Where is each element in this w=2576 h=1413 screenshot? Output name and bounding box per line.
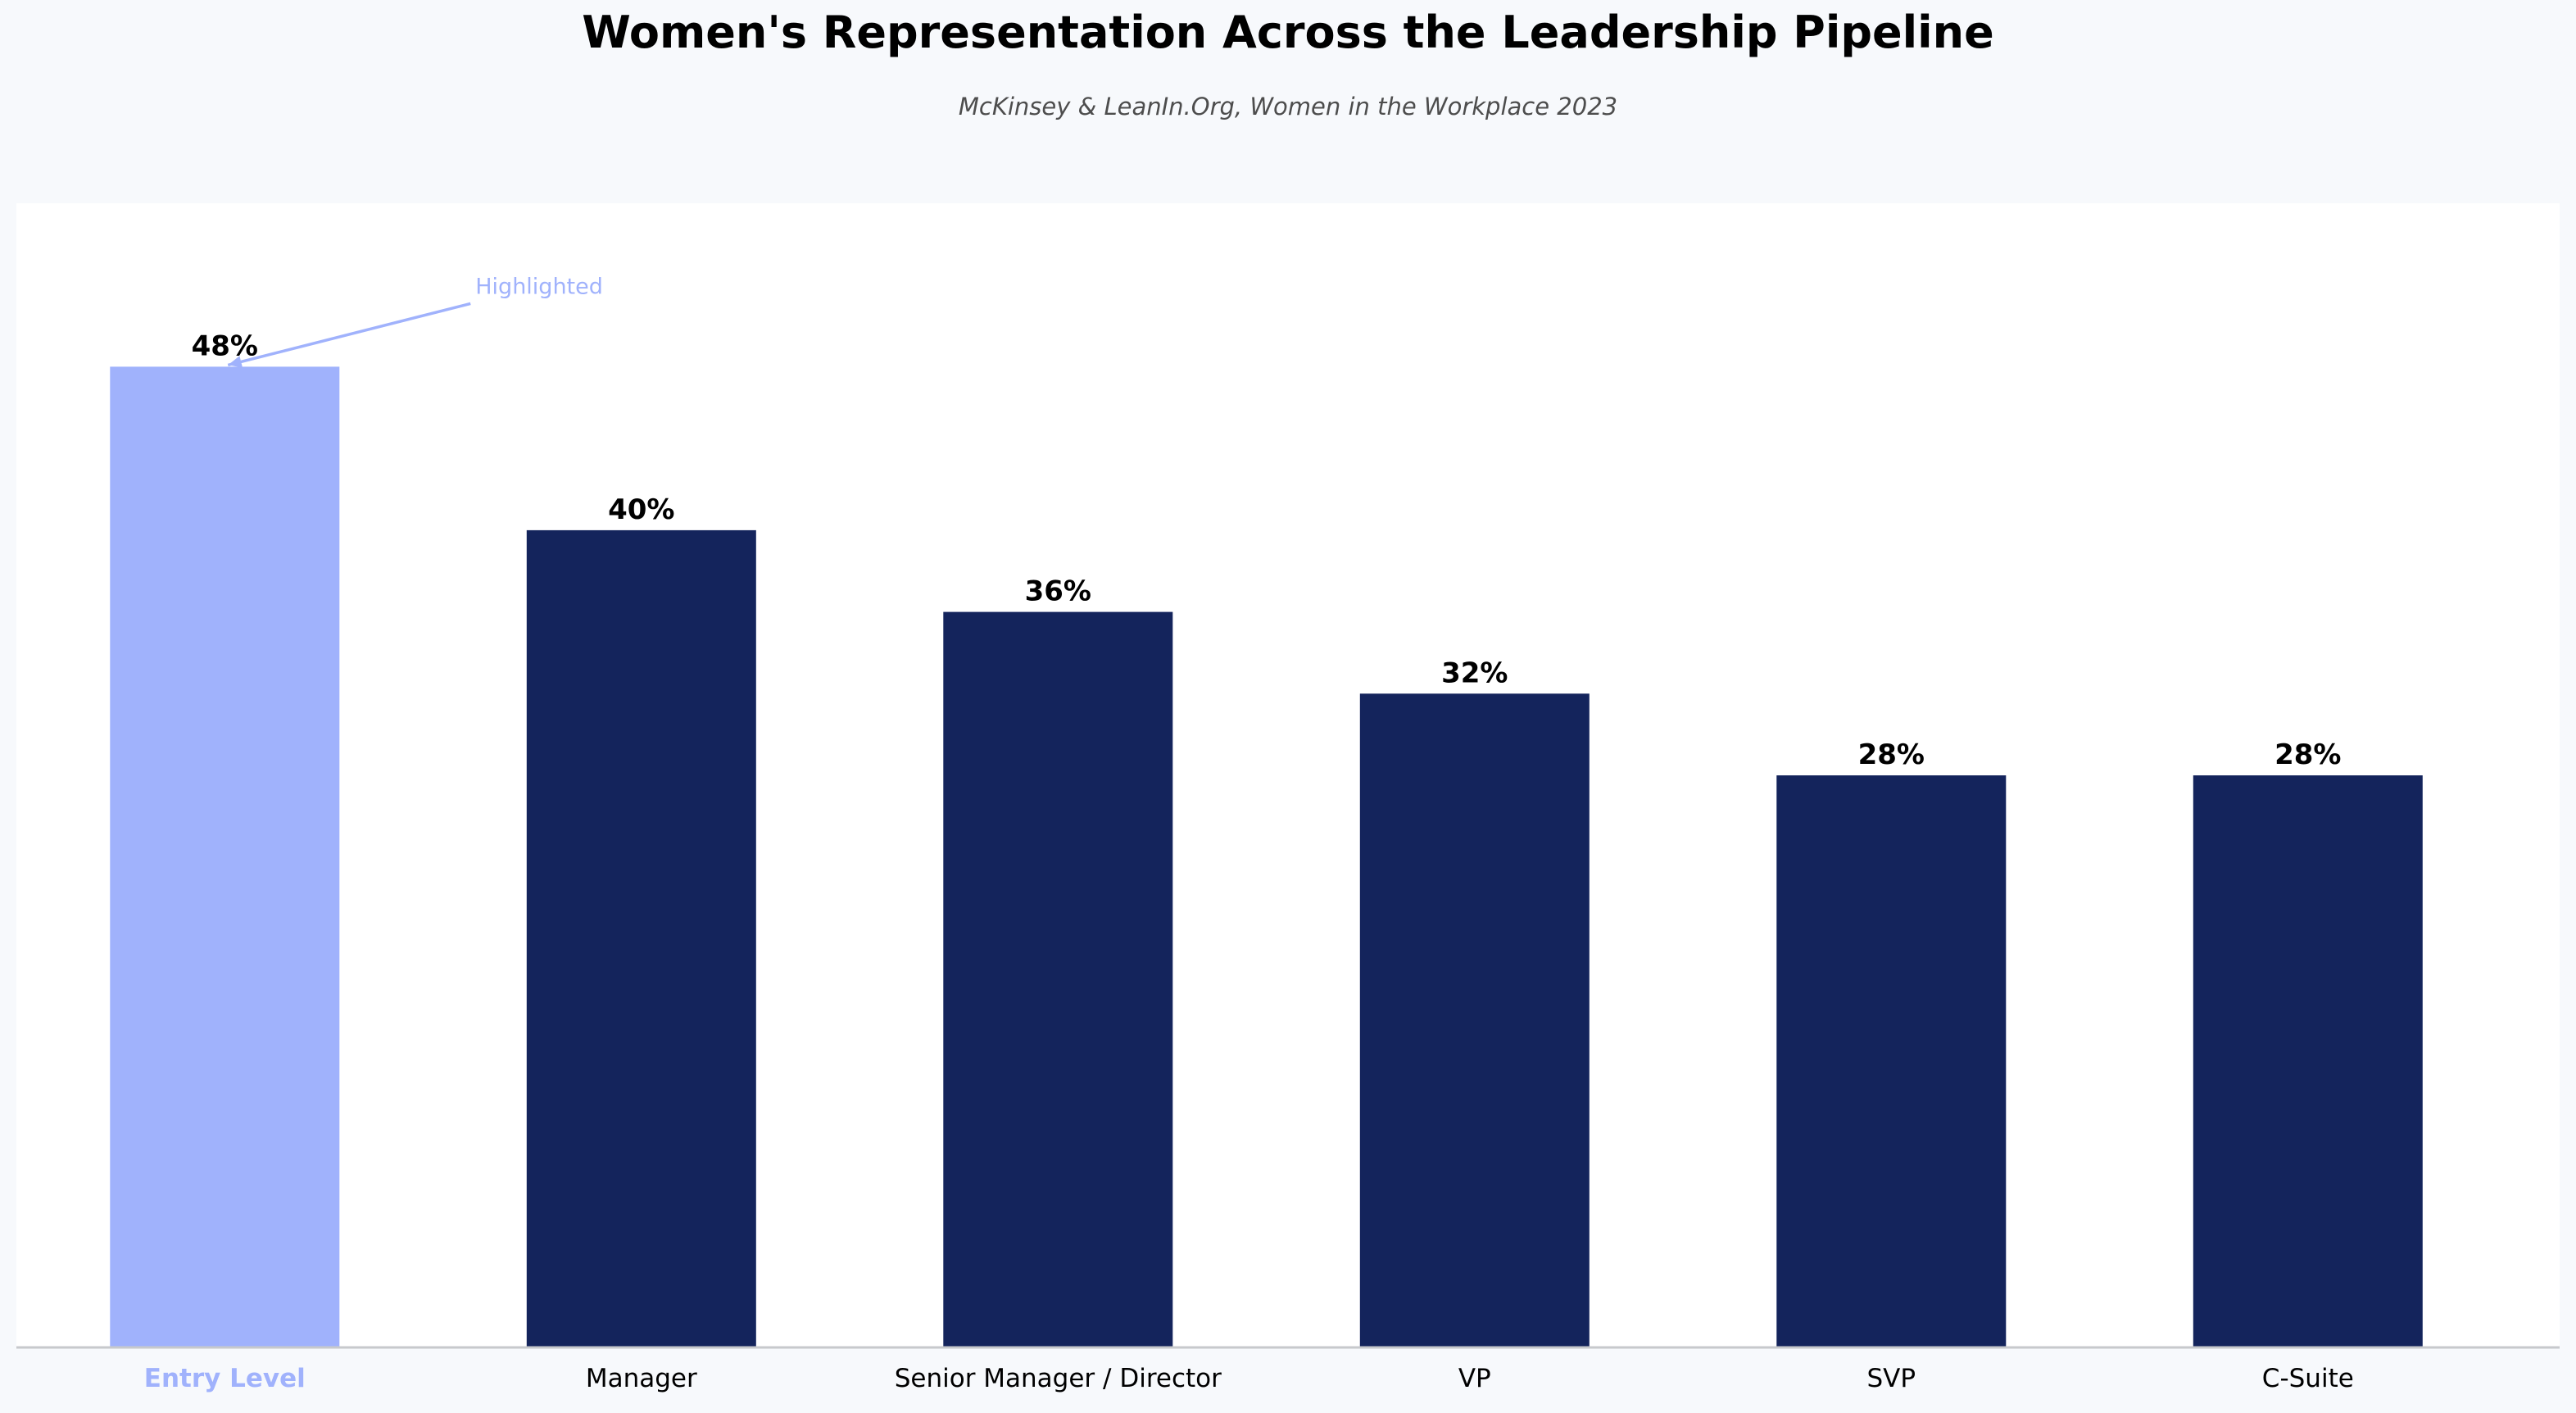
annotation-label: Highlighted	[475, 274, 603, 299]
value-label-vp: 32%	[1441, 657, 1508, 689]
x-tick-label-entry-level: Entry Level	[144, 1364, 306, 1393]
annotation-arrow-head	[228, 356, 243, 368]
value-label-manager: 40%	[608, 493, 674, 526]
x-tick-label-manager: Manager	[586, 1364, 697, 1393]
plot-area	[16, 203, 2560, 1347]
x-tick-label-svp: SVP	[1867, 1364, 1916, 1393]
value-label-entry-level: 48%	[192, 329, 258, 362]
x-tick-label-c-suite: C-Suite	[2262, 1364, 2354, 1393]
annotation-arrow	[227, 302, 471, 367]
x-tick-labels-layer: Entry Level Manager Senior Manager / Direc…	[144, 1364, 2354, 1393]
x-tick-label-senior-manager-director: Senior Manager / Director	[895, 1364, 1222, 1393]
bar-entry-level	[110, 366, 340, 1347]
bars-layer	[110, 366, 2423, 1347]
chart-title: Women's Representation Across the Leader…	[582, 7, 1993, 58]
bar-svp	[1776, 775, 2007, 1347]
bar-c-suite	[2193, 775, 2423, 1347]
value-labels-layer: 48% 40% 36% 32% 28% 28%	[192, 329, 2342, 771]
bar-senior-manager-director	[943, 611, 1173, 1347]
value-label-svp: 28%	[1858, 738, 1925, 771]
bar-vp	[1359, 693, 1590, 1347]
x-tick-label-vp: VP	[1458, 1364, 1491, 1393]
bar-manager	[526, 529, 756, 1347]
value-label-senior-manager-director: 36%	[1025, 575, 1091, 608]
value-label-c-suite: 28%	[2274, 738, 2341, 771]
chart-subtitle: McKinsey & LeanIn.Org, Women in the Work…	[959, 93, 1617, 120]
annotation-layer: Highlighted	[227, 274, 603, 368]
